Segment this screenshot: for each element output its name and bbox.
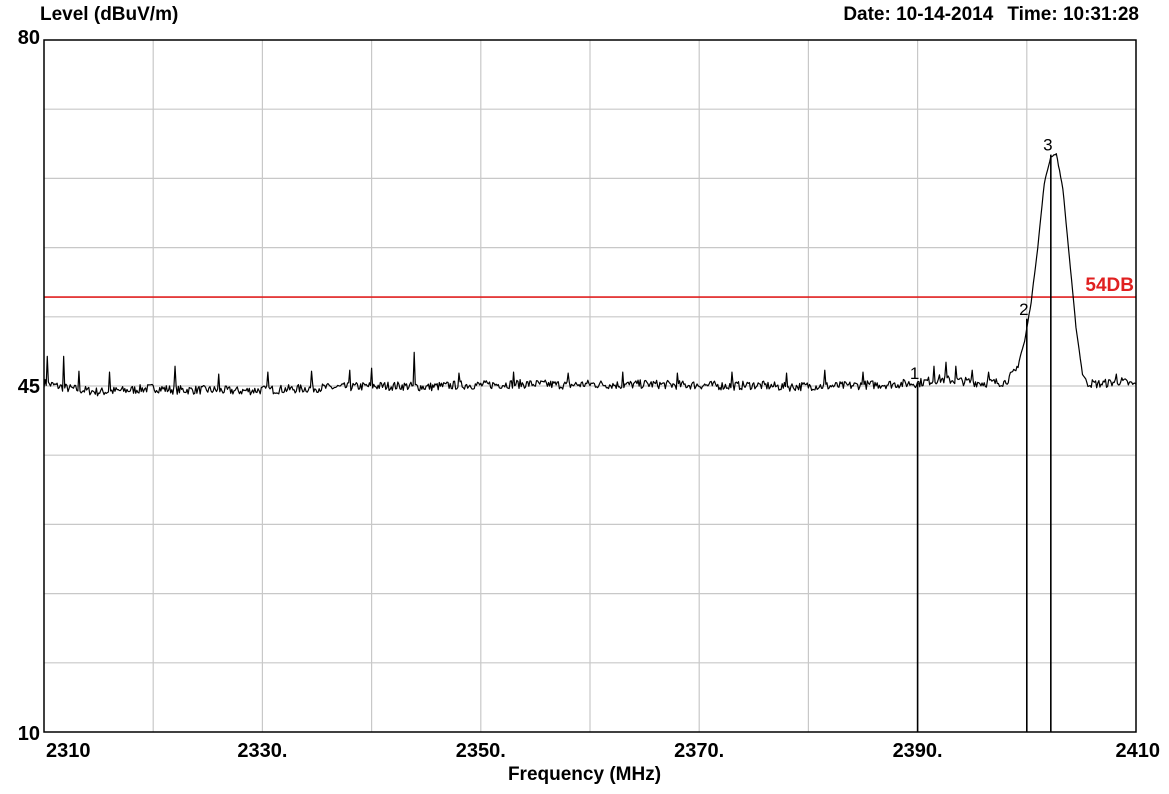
marker-label: 1 [910,364,919,383]
y-axis-title: Level (dBuV/m) [40,4,179,25]
date-value: 10-14-2014 [896,4,994,25]
marker-label: 2 [1019,300,1028,319]
timestamp: Date: 10-14-2014 Time: 10:31:28 [843,4,1139,26]
limit-line-label: 54DB [1085,275,1134,296]
date-label: Date: [843,4,891,25]
y-tick-label: 10 [18,723,40,745]
x-tick-label: 2410 [1116,740,1161,762]
marker-group: 1 2 3 [910,136,1053,732]
x-tick-label: 2350. [456,740,506,762]
spectrum-trace [43,152,1137,397]
x-tick-labels: 2310 2330. 2350. 2370. 2390. 2410 [46,740,1160,762]
y-tick-label: 45 [18,376,40,398]
x-tick-label: 2370. [674,740,724,762]
trace-group [43,152,1137,397]
time-label: Time: [1007,4,1058,25]
marker-label: 3 [1043,136,1052,155]
x-tick-label: 2330. [237,740,287,762]
limit-line-group: 54DB [44,275,1136,298]
plot-frame [43,39,1137,733]
y-tick-label: 80 [18,27,40,49]
x-axis-title: Frequency (MHz) [507,764,662,785]
time-value: 10:31:28 [1062,4,1139,25]
x-tick-label: 2310 [46,740,91,762]
x-tick-label: 2390. [893,740,943,762]
plot-frame-group [43,39,1137,733]
y-tick-labels: 80 45 10 [18,27,40,745]
